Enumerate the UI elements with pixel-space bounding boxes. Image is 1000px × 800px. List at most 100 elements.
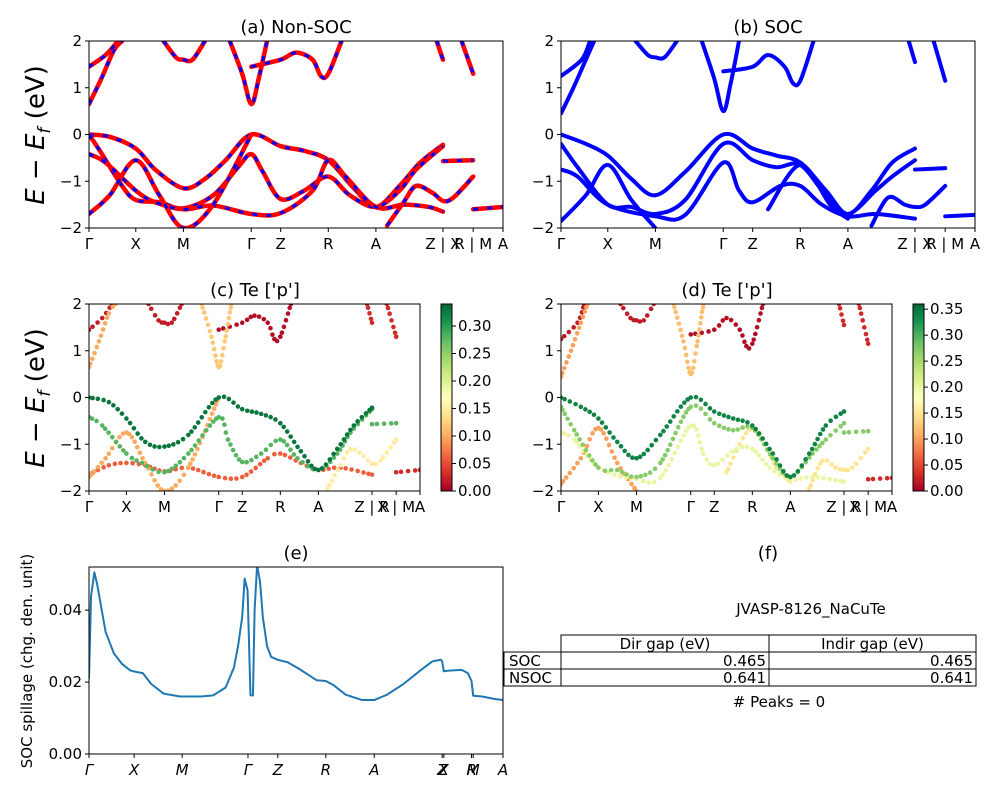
projection-point	[261, 316, 267, 322]
projection-point	[884, 475, 890, 481]
projection-point	[770, 455, 776, 461]
x-tick-label: R	[466, 761, 476, 779]
projection-point	[244, 317, 250, 323]
projection-point	[678, 404, 684, 409]
projection-point	[808, 482, 813, 488]
projection-point	[224, 328, 230, 333]
colorbar-tick-label: 0.35	[930, 300, 963, 318]
x-tick-label: Γ	[719, 235, 728, 253]
table-row: NSOC 0.641 0.641	[503, 668, 977, 687]
projection-point	[756, 317, 762, 323]
projection-point	[624, 311, 630, 316]
projection-point	[726, 427, 731, 432]
projection-point	[110, 304, 116, 310]
projection-point	[388, 445, 393, 450]
projection-point	[619, 469, 625, 475]
projection-point	[877, 476, 883, 481]
projection-point	[127, 420, 133, 426]
projection-point	[669, 456, 674, 462]
colorbar-tick-label: 0.00	[930, 482, 963, 500]
x-tick-label: M	[467, 761, 480, 779]
projection-point	[703, 411, 708, 417]
projection-point	[638, 473, 644, 479]
panel-c-title: (c) Te ['p']	[210, 280, 300, 301]
projection-point	[699, 315, 704, 320]
panel-a-plot: −2 −1 0 1 2 Γ X M Γ Z R A Z | XR | M A	[60, 32, 509, 253]
panel-a-ylabel: E − Ef (eV)	[21, 65, 55, 205]
projection-point	[587, 436, 592, 442]
projection-point	[841, 430, 847, 435]
projection-point	[681, 339, 686, 344]
projection-point	[651, 479, 657, 485]
projection-point	[142, 439, 148, 445]
table-cell-dir-gap: 0.641	[723, 669, 766, 687]
projection-point	[750, 341, 755, 347]
projection-point	[641, 318, 647, 323]
projection-point	[614, 460, 620, 466]
projection-point	[89, 416, 95, 421]
colorbar-tick-label: 0.20	[930, 378, 963, 396]
band-line-spin-down	[162, 41, 207, 63]
projection-point	[841, 479, 847, 484]
projection-point	[227, 310, 233, 315]
projection-point	[828, 418, 833, 424]
projection-point	[207, 423, 213, 428]
projection-point	[302, 453, 307, 459]
table-row-border	[503, 668, 977, 687]
x-tick-label: Z	[276, 235, 286, 253]
projection-point	[726, 414, 731, 420]
projection-point	[561, 374, 564, 379]
projection-point	[349, 467, 354, 472]
projection-point	[664, 424, 670, 429]
projection-point	[211, 406, 217, 412]
projection-point	[312, 466, 318, 472]
projection-point	[740, 418, 745, 424]
projection-point	[186, 451, 191, 456]
panel-f-title: (f)	[758, 543, 778, 564]
projection-point	[694, 427, 699, 432]
projection-point	[91, 468, 97, 474]
projection-point	[711, 420, 717, 426]
projection-point	[667, 442, 673, 447]
projection-point	[102, 321, 108, 326]
x-tick-label: Z	[272, 761, 284, 779]
x-tick-label: M	[649, 235, 662, 253]
projection-point	[209, 411, 215, 417]
projection-point	[744, 444, 750, 450]
projection-point	[753, 331, 758, 337]
projection-point	[784, 473, 790, 478]
projection-point	[166, 443, 172, 449]
projection-point	[707, 406, 713, 411]
projection-point	[564, 360, 569, 365]
projection-point	[223, 334, 228, 339]
projection-point	[773, 465, 779, 470]
projection-point	[363, 411, 369, 416]
projection-point	[124, 460, 129, 466]
projection-point	[870, 476, 876, 482]
projection-point	[192, 425, 198, 430]
projection-point	[841, 322, 847, 328]
projection-point	[740, 435, 746, 441]
projection-point	[833, 465, 839, 470]
projection-point	[295, 444, 300, 450]
projection-point	[210, 400, 215, 406]
projection-point	[173, 466, 178, 472]
band-line	[943, 212, 975, 219]
projection-point	[89, 364, 92, 370]
projection-point	[809, 446, 815, 452]
panel-b-title: (b) SOC	[733, 17, 802, 38]
x-tick-label: X	[603, 235, 613, 253]
projection-point	[622, 448, 628, 454]
projection-point	[637, 319, 643, 324]
projection-point	[681, 414, 686, 420]
projection-point	[239, 320, 245, 326]
projection-point	[795, 468, 801, 474]
projection-point	[647, 470, 653, 475]
panel-d-colorbar: 0.00 0.05 0.10 0.15 0.20 0.25 0.30 0.35	[912, 300, 963, 500]
projection-point	[561, 478, 566, 484]
projection-point	[728, 317, 734, 323]
axes-frame	[560, 303, 893, 492]
band-line	[906, 41, 917, 65]
projection-point	[225, 437, 231, 442]
